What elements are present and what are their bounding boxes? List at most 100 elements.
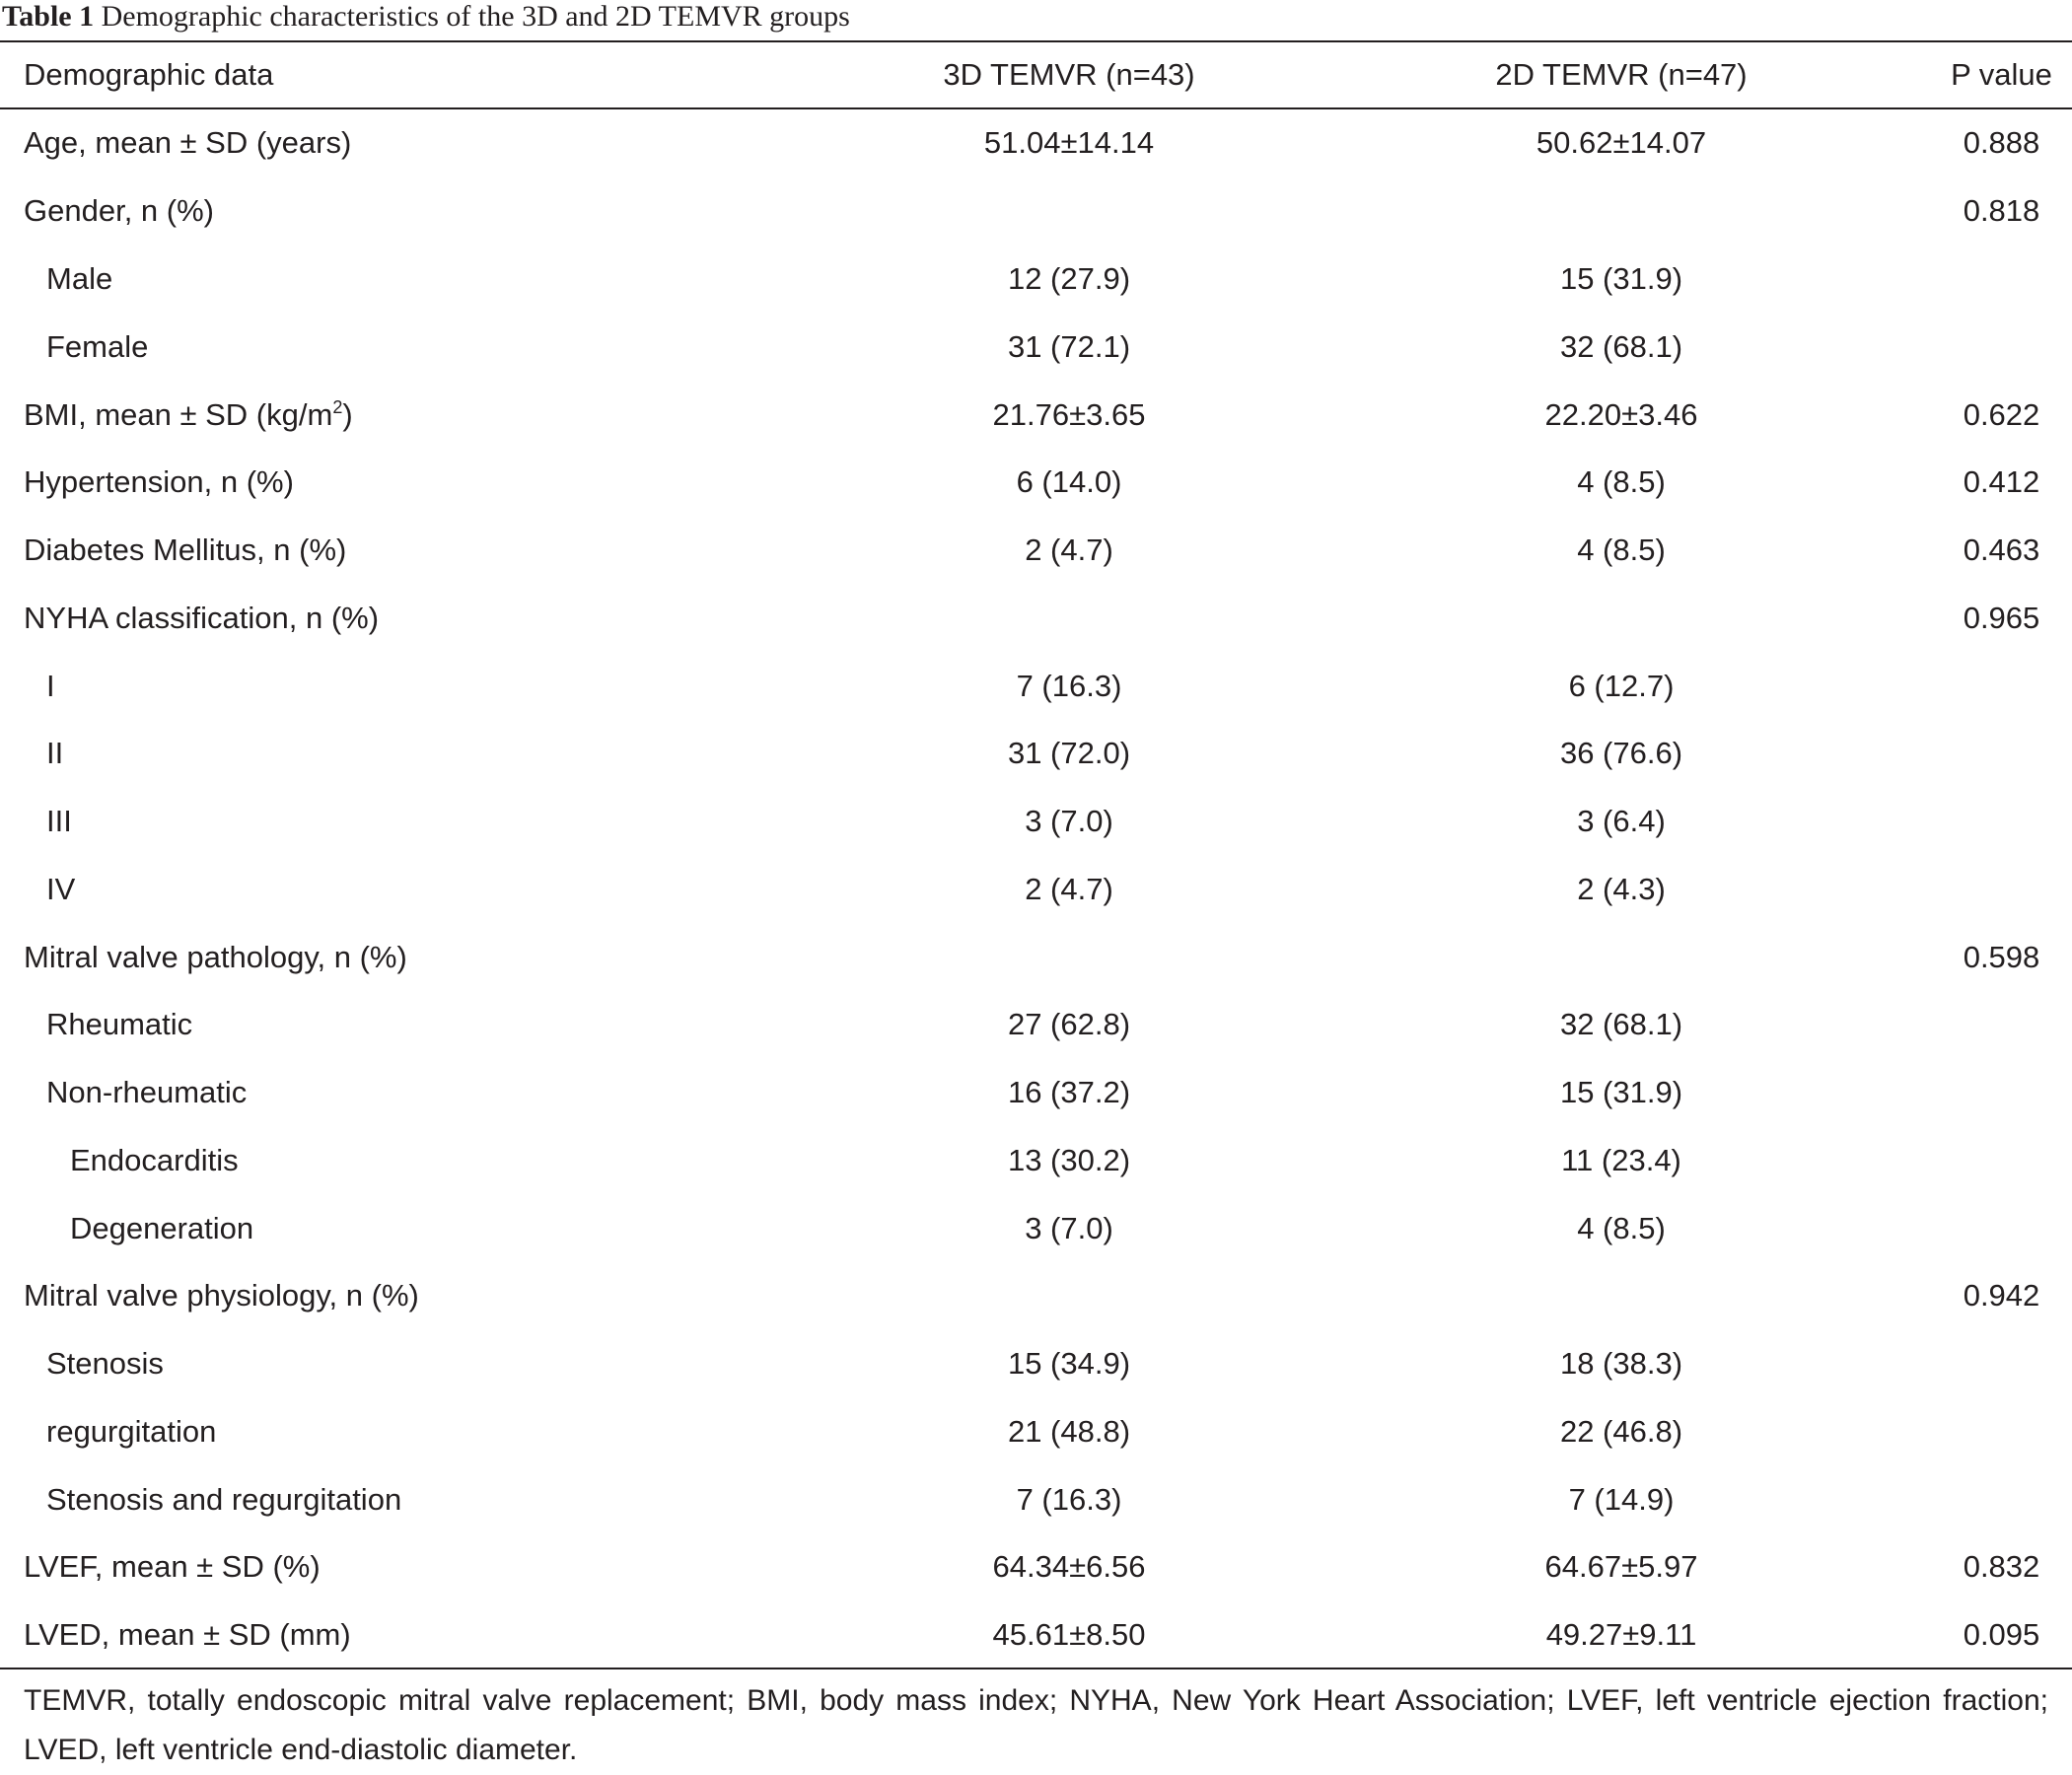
cell-2d: 15 (31.9) [1559, 261, 1683, 297]
table-bottom-rule [0, 1668, 2072, 1669]
table-header-rule [0, 107, 2072, 109]
row-label: Stenosis [46, 1346, 164, 1382]
cell-2d: 32 (68.1) [1559, 328, 1683, 364]
table-row: Gender, n (%) 0.818 [0, 178, 2072, 246]
cell-2d: 7 (14.9) [1568, 1481, 1675, 1517]
cell-p: 0.598 [1963, 939, 2040, 974]
cell-2d: 64.67±5.97 [1544, 1549, 1698, 1585]
cell-3d: 27 (62.8) [1007, 1007, 1131, 1042]
cell-2d: 36 (76.6) [1559, 736, 1683, 771]
row-label-tail: ) [342, 396, 353, 432]
row-label: Mitral valve physiology, n (%) [24, 1278, 419, 1314]
cell-2d: 15 (31.9) [1559, 1075, 1683, 1110]
table-row: Diabetes Mellitus, n (%) 2 (4.7) 4 (8.5)… [0, 517, 2072, 585]
row-label: Endocarditis [70, 1142, 239, 1177]
table-row: Mitral valve physiology, n (%) 0.942 [0, 1262, 2072, 1330]
cell-3d: 7 (16.3) [1016, 1481, 1122, 1517]
table-caption-label: Table 1 [2, 0, 95, 33]
table-row: Non-rheumatic 16 (37.2) 15 (31.9) [0, 1059, 2072, 1127]
cell-2d: 4 (8.5) [1577, 532, 1666, 568]
cell-3d: 31 (72.1) [1007, 328, 1131, 364]
cell-p [1907, 991, 2072, 1059]
row-label: Gender, n (%) [24, 193, 214, 229]
cell-3d: 2 (4.7) [1025, 532, 1113, 568]
cell-p: 0.942 [1963, 1278, 2040, 1314]
cell-2d: 49.27±9.11 [1545, 1617, 1697, 1653]
cell-3d [803, 585, 1335, 653]
row-label: Stenosis and regurgitation [46, 1481, 402, 1517]
row-label: Hypertension, n (%) [24, 464, 294, 500]
cell-p: 0.463 [1963, 532, 2040, 568]
cell-3d: 13 (30.2) [1007, 1142, 1131, 1177]
cell-3d: 15 (34.9) [1007, 1346, 1131, 1382]
table-row: BMI, mean ± SD (kg/m2) 21.76±3.65 22.20±… [0, 381, 2072, 449]
row-label: Diabetes Mellitus, n (%) [24, 532, 347, 568]
cell-3d: 45.61±8.50 [992, 1617, 1146, 1653]
table-row: Stenosis and regurgitation 7 (16.3) 7 (1… [0, 1465, 2072, 1533]
cell-2d: 50.62±14.07 [1536, 125, 1707, 160]
cell-2d [1335, 178, 1907, 246]
header-demographic-data: Demographic data [24, 57, 274, 92]
header-3d-temvr: 3D TEMVR (n=43) [943, 57, 1195, 92]
cell-2d [1335, 923, 1907, 991]
table-row: NYHA classification, n (%) 0.965 [0, 585, 2072, 653]
table-row: Male 12 (27.9) 15 (31.9) [0, 246, 2072, 314]
cell-p: 0.965 [1963, 600, 2040, 635]
cell-p: 0.622 [1963, 396, 2040, 432]
header-2d-temvr: 2D TEMVR (n=47) [1495, 57, 1748, 92]
cell-p: 0.095 [1963, 1617, 2040, 1653]
table-row: Stenosis 15 (34.9) 18 (38.3) [0, 1330, 2072, 1398]
row-label: regurgitation [46, 1413, 217, 1449]
cell-3d: 12 (27.9) [1007, 261, 1131, 297]
cell-3d: 21 (48.8) [1007, 1413, 1131, 1449]
table-row: IV 2 (4.7) 2 (4.3) [0, 856, 2072, 924]
row-label: LVED, mean ± SD (mm) [24, 1617, 351, 1653]
table-row: LVEF, mean ± SD (%) 64.34±6.56 64.67±5.9… [0, 1533, 2072, 1601]
row-label: NYHA classification, n (%) [24, 600, 380, 635]
demographics-table: Demographic data 3D TEMVR (n=43) 2D TEMV… [0, 41, 2072, 1669]
row-label-superscript: 2 [332, 396, 343, 417]
cell-3d: 16 (37.2) [1007, 1075, 1131, 1110]
row-label: I [46, 668, 55, 703]
cell-2d: 18 (38.3) [1559, 1346, 1683, 1382]
table-row: Female 31 (72.1) 32 (68.1) [0, 314, 2072, 382]
row-label: Degeneration [70, 1210, 254, 1245]
table-row: Mitral valve pathology, n (%) 0.598 [0, 923, 2072, 991]
cell-2d [1335, 1262, 1907, 1330]
table-header-row: Demographic data 3D TEMVR (n=43) 2D TEMV… [0, 41, 2072, 108]
cell-3d: 6 (14.0) [1016, 464, 1122, 500]
cell-2d: 32 (68.1) [1559, 1007, 1683, 1042]
row-label: II [46, 736, 64, 771]
table-row: Hypertension, n (%) 6 (14.0) 4 (8.5) 0.4… [0, 449, 2072, 517]
row-label: Male [46, 261, 113, 297]
row-label: LVEF, mean ± SD (%) [24, 1549, 321, 1585]
cell-2d: 22 (46.8) [1559, 1413, 1683, 1449]
cell-p: 0.888 [1963, 125, 2040, 160]
cell-3d [803, 923, 1335, 991]
row-label: III [46, 804, 72, 839]
cell-3d [803, 178, 1335, 246]
cell-2d: 4 (8.5) [1577, 1210, 1666, 1245]
cell-p [1907, 1398, 2072, 1466]
table-row: LVED, mean ± SD (mm) 45.61±8.50 49.27±9.… [0, 1601, 2072, 1669]
cell-p [1907, 1059, 2072, 1127]
table-footnote: TEMVR, totally endoscopic mitral valve r… [24, 1684, 2048, 1766]
table-row: I 7 (16.3) 6 (12.7) [0, 652, 2072, 720]
cell-2d: 11 (23.4) [1561, 1142, 1681, 1177]
cell-p [1907, 720, 2072, 788]
cell-3d: 7 (16.3) [1016, 668, 1122, 703]
cell-3d: 51.04±14.14 [983, 125, 1155, 160]
header-p-value: P value [1951, 57, 2052, 92]
cell-p: 0.412 [1963, 464, 2040, 500]
cell-p [1907, 314, 2072, 382]
cell-2d [1335, 585, 1907, 653]
row-label: Age, mean ± SD (years) [24, 125, 352, 160]
cell-p: 0.832 [1963, 1549, 2040, 1585]
table-row: regurgitation 21 (48.8) 22 (46.8) [0, 1398, 2072, 1466]
cell-3d: 21.76±3.65 [992, 396, 1146, 432]
cell-p: 0.818 [1963, 193, 2040, 229]
cell-p [1907, 788, 2072, 856]
cell-p [1907, 856, 2072, 924]
table-row: Degeneration 3 (7.0) 4 (8.5) [0, 1194, 2072, 1262]
cell-3d: 64.34±6.56 [992, 1549, 1146, 1585]
